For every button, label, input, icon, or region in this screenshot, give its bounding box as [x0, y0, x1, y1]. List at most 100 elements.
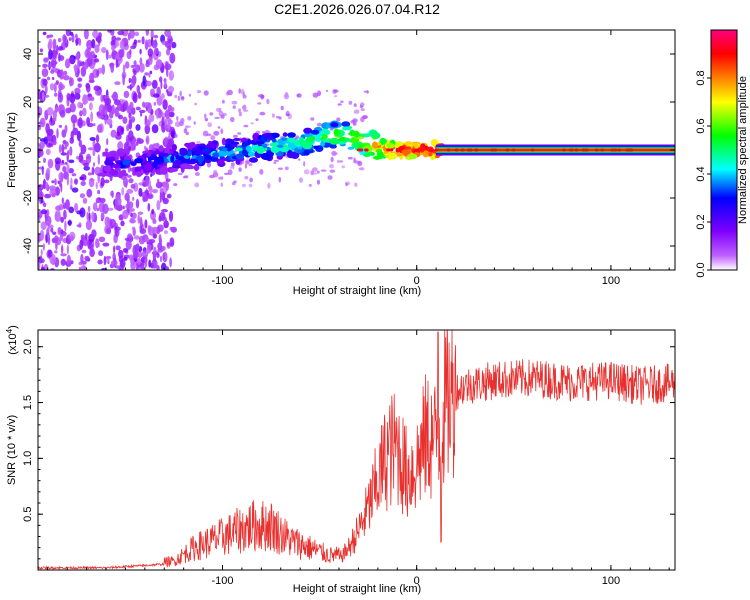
spectral-noise-blob: [97, 259, 103, 265]
spectral-noise-blob: [79, 239, 84, 250]
spectral-noise-blob: [49, 188, 57, 197]
spectral-noise-blob: [57, 38, 62, 43]
spectral-noise-blob: [217, 126, 221, 129]
spectral-noise-blob: [94, 142, 101, 153]
snr-frame: [37, 329, 676, 571]
colorbar-tick-label: 0.8: [695, 70, 707, 85]
spectral-noise-blob: [298, 158, 301, 161]
spectral-band-blob: [120, 172, 129, 177]
spectral-noise-blob: [169, 237, 175, 248]
spectral-band-blob: [184, 142, 191, 147]
spectral-noise-blob: [209, 112, 214, 116]
spectral-band-blob: [241, 141, 249, 147]
spectral-noise-blob: [75, 38, 79, 46]
y-tick-label: 0.5: [22, 507, 34, 522]
spectral-noise-blob: [194, 172, 200, 176]
spectral-noise-blob: [66, 244, 69, 255]
spectral-noise-blob: [152, 218, 157, 224]
spectral-noise-blob: [148, 239, 156, 244]
spectral-noise-blob: [140, 112, 143, 117]
spectral-noise-blob: [74, 92, 80, 100]
spectral-noise-blob: [41, 165, 44, 175]
spectral-noise-blob: [77, 77, 83, 82]
spectral-noise-blob: [129, 30, 135, 39]
spectral-noise-blob: [42, 78, 48, 86]
spectral-noise-blob: [79, 193, 85, 199]
spectral-noise-blob: [76, 224, 82, 228]
spectral-noise-blob: [51, 76, 55, 81]
spectral-band-blob: [428, 148, 435, 153]
spectral-noise-blob: [144, 190, 149, 194]
spectral-noise-blob: [238, 167, 242, 173]
spectral-band-blob: [146, 151, 152, 158]
spectral-noise-blob: [354, 182, 358, 187]
spectral-noise-blob: [46, 167, 51, 175]
spectral-band-blob: [172, 159, 182, 166]
spectral-band-blob: [241, 149, 248, 156]
spectral-noise-blob: [70, 177, 73, 187]
spectral-noise-blob: [96, 111, 101, 117]
y-tick-label: -40: [22, 238, 34, 254]
spectral-noise-blob: [50, 60, 58, 65]
spectral-band-blob: [383, 150, 389, 154]
spectral-noise-blob: [44, 193, 52, 199]
spectral-band-blob: [372, 155, 383, 160]
spectral-noise-blob: [156, 200, 161, 211]
spectral-noise-blob: [353, 103, 357, 107]
spectral-noise-blob: [138, 187, 143, 197]
spectral-noise-blob: [266, 98, 270, 105]
spectral-noise-blob: [100, 197, 106, 204]
y-tick-label: 20: [22, 96, 34, 108]
spectral-noise-blob: [363, 90, 369, 93]
spectral-band-blob: [158, 145, 164, 152]
spectral-noise-blob: [63, 75, 70, 81]
spectral-noise-blob: [142, 101, 146, 108]
spectral-noise-blob: [242, 183, 246, 188]
spectral-noise-blob: [67, 149, 70, 158]
spectral-noise-blob: [161, 112, 166, 119]
spectral-band-blob: [312, 145, 319, 149]
spectral-noise-blob: [248, 163, 253, 167]
spectral-noise-blob: [107, 54, 113, 59]
spectral-noise-blob: [255, 118, 259, 121]
spectral-noise-blob: [71, 173, 77, 177]
spectral-noise-blob: [81, 249, 87, 254]
spectral-noise-blob: [219, 176, 224, 180]
spectral-noise-blob: [128, 112, 132, 119]
spectral-noise-blob: [165, 136, 168, 148]
spectral-noise-blob: [80, 144, 87, 155]
spectral-noise-blob: [152, 189, 158, 194]
spectral-noise-blob: [164, 120, 168, 131]
spectral-noise-blob: [129, 49, 132, 55]
spectral-noise-blob: [59, 183, 62, 187]
spectral-noise-blob: [169, 226, 173, 231]
spectral-noise-blob: [150, 88, 155, 93]
spectral-band-blob: [401, 149, 411, 155]
x-tick-label: -100: [211, 575, 233, 587]
spectral-noise-blob: [115, 245, 121, 251]
spectral-peak-spot: [610, 148, 615, 152]
spectral-noise-blob: [116, 125, 124, 136]
spectral-noise-blob: [42, 31, 47, 36]
spectral-noise-blob: [160, 80, 163, 90]
spectral-noise-blob: [170, 137, 174, 147]
spectral-noise-blob: [68, 206, 75, 214]
spectral-band-blob: [164, 158, 169, 162]
spectral-noise-blob: [171, 41, 177, 49]
spectral-band-blob: [97, 172, 107, 177]
spectral-noise-blob: [93, 58, 100, 63]
spectral-noise-blob: [72, 127, 79, 136]
spectral-noise-blob: [333, 89, 339, 93]
spectral-noise-blob: [66, 93, 71, 101]
spectral-noise-blob: [161, 93, 165, 100]
spectral-noise-blob: [102, 242, 110, 247]
spectral-noise-blob: [137, 258, 142, 265]
spectral-noise-blob: [48, 49, 53, 60]
spectral-noise-blob: [327, 175, 333, 180]
spectral-noise-blob: [78, 39, 82, 46]
snr-marks: [38, 330, 675, 570]
spectral-noise-blob: [153, 47, 159, 55]
spectral-band-blob: [297, 149, 302, 154]
spectral-noise-blob: [150, 30, 154, 39]
